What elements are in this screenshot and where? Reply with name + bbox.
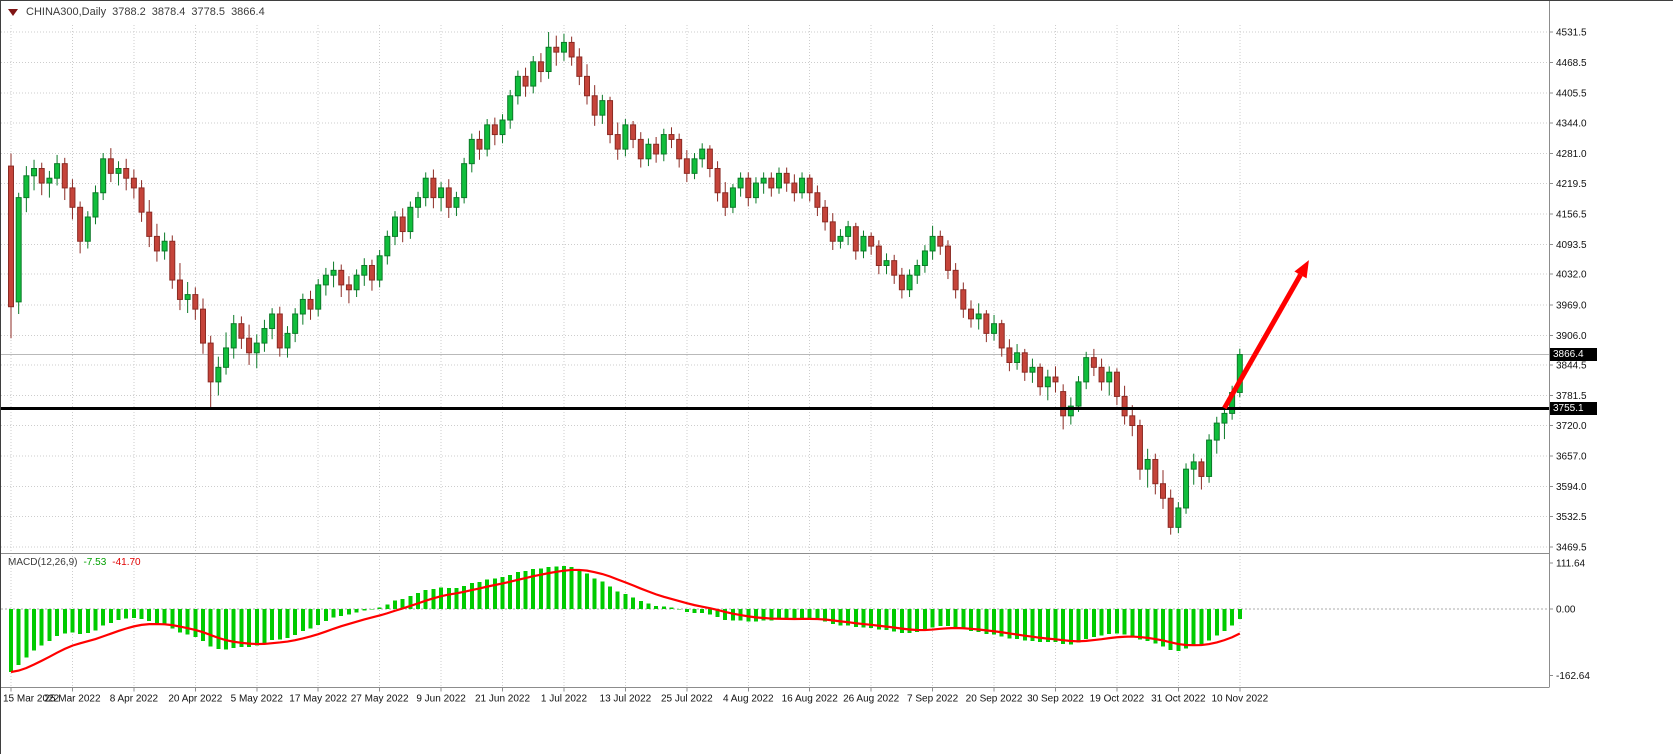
axes-layer (1, 1, 1550, 688)
date-tick-label: 7 Sep 2022 (907, 694, 959, 705)
price-tick-label: 4405.5 (1556, 89, 1587, 100)
date-tick-label: 1 Jul 2022 (541, 694, 588, 705)
price-tick-label: 3906.0 (1556, 331, 1587, 342)
macd-legend: MACD(12,26,9) -7.53 -41.70 (8, 557, 141, 568)
macd-main-value: -7.53 (83, 557, 107, 568)
ohlc-low-value: 3778.5 (191, 6, 226, 18)
support-line-price-badge[interactable]: 3755.1 (1550, 401, 1597, 415)
date-tick-label: 21 Jun 2022 (475, 694, 530, 705)
date-tick-label: 5 May 2022 (231, 694, 284, 705)
ohlc-open-value: 3788.2 (112, 6, 146, 18)
date-tick-label: 8 Apr 2022 (110, 694, 159, 705)
date-tick-label: 17 May 2022 (289, 694, 347, 705)
date-tick-label: 16 Aug 2022 (782, 694, 839, 705)
date-tick-label: 25 Mar 2022 (44, 694, 101, 705)
candles-layer (8, 32, 1243, 535)
date-tick-label: 26 Aug 2022 (843, 694, 900, 705)
price-tick-label: 3720.0 (1556, 421, 1587, 432)
trend-arrow[interactable] (1222, 260, 1309, 410)
date-tick-label: 25 Jul 2022 (661, 694, 713, 705)
price-tick-label: 3844.5 (1556, 361, 1587, 372)
price-tick-label: 4531.5 (1556, 28, 1587, 39)
date-tick-label: 10 Nov 2022 (1211, 694, 1268, 705)
macd-tick-label: 111.64 (1556, 559, 1586, 570)
date-tick-label: 30 Sep 2022 (1027, 694, 1084, 705)
date-tick-label: 31 Oct 2022 (1151, 694, 1206, 705)
price-tick-label: 3969.0 (1556, 300, 1587, 311)
price-tick-label: 4468.5 (1556, 58, 1587, 69)
macd-signal-value: -41.70 (112, 557, 141, 568)
macd-tick-label: -162.64 (1556, 671, 1590, 682)
price-tick-label: 4093.5 (1556, 240, 1587, 251)
price-tick-label: 3469.5 (1556, 543, 1587, 554)
price-tick-label: 3532.5 (1556, 512, 1587, 523)
symbol-period-label: CHINA300,Daily (26, 6, 107, 18)
price-tick-label: 4219.5 (1556, 179, 1587, 190)
date-tick-label: 15 Mar 2022 (3, 694, 60, 705)
date-tick-label: 4 Aug 2022 (723, 694, 774, 705)
macd-tick-label: 0.00 (1556, 605, 1576, 616)
chart-legend: CHINA300,Daily 3788.2 3878.4 3778.5 3866… (8, 6, 265, 18)
price-tick-label: 4281.0 (1556, 149, 1587, 160)
price-tick-label: 3657.0 (1556, 452, 1587, 463)
macd-indicator-label: MACD(12,26,9) (8, 557, 78, 568)
date-tick-label: 20 Apr 2022 (168, 694, 222, 705)
ohlc-high-value: 3878.4 (151, 6, 186, 18)
macd-signal-line (10, 568, 1241, 674)
price-tick-label: 3781.5 (1556, 391, 1587, 402)
price-tick-label: 4344.0 (1556, 118, 1587, 129)
arrow-head (1294, 260, 1309, 279)
grid-layer (1, 25, 1549, 687)
price-tick-label: 4032.0 (1556, 270, 1587, 281)
current-price-badge: 3866.4 (1550, 347, 1597, 361)
date-tick-label: 13 Jul 2022 (600, 694, 652, 705)
date-tick-label: 19 Oct 2022 (1090, 694, 1145, 705)
ohlc-close-value: 3866.4 (231, 6, 265, 18)
price-tick-label: 4156.5 (1556, 209, 1587, 220)
date-tick-label: 27 May 2022 (351, 694, 409, 705)
date-tick-label: 20 Sep 2022 (966, 694, 1023, 705)
macd-layer (1, 566, 1549, 674)
price-axis-labels: 4531.5 4468.5 4405.5 4344.0 4281.0 4219.5 4156… (1549, 28, 1590, 682)
price-tick-label: 3594.0 (1556, 482, 1587, 493)
symbol-dropdown-icon[interactable] (8, 8, 18, 16)
date-tick-label: 9 Jun 2022 (416, 694, 466, 705)
